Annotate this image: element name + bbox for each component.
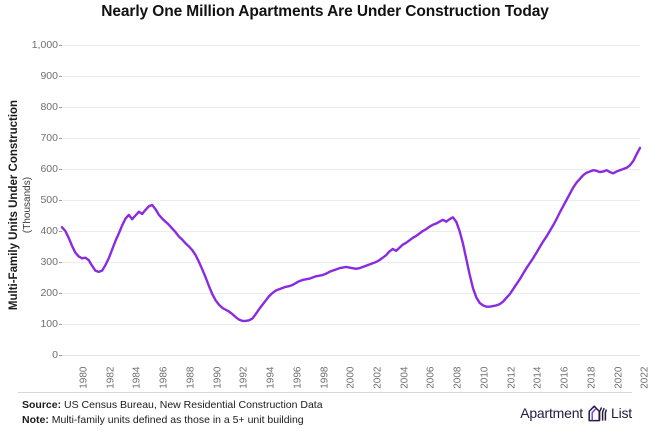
y-axis-tick-label: 800	[40, 101, 58, 113]
y-axis-tick-label: 600	[40, 163, 58, 175]
y-axis-tick-label: 300	[40, 256, 58, 268]
gridline	[62, 231, 640, 232]
x-axis-tick-label: 2010	[479, 366, 491, 389]
series-line-path	[60, 146, 642, 323]
gridline	[62, 200, 640, 201]
y-axis-tick-mark	[59, 138, 64, 139]
y-axis-tick-label: 500	[40, 194, 58, 206]
gridline	[62, 76, 640, 77]
chart-title: Nearly One Million Apartments Are Under …	[101, 3, 549, 20]
gridline	[62, 324, 640, 325]
y-axis-tick-mark	[59, 200, 64, 201]
gridline	[62, 169, 640, 170]
x-axis-tick-label: 2022	[639, 366, 650, 389]
plot-area	[60, 45, 642, 356]
plot-container: Multi-Family Units Under Construction (T…	[0, 30, 650, 389]
y-axis-tick-mark	[59, 355, 64, 356]
note-line: Note: Multi-family units defined as thos…	[22, 413, 462, 428]
footer-notes: Source: US Census Bureau, New Residentia…	[22, 398, 462, 428]
y-axis-tick-mark	[59, 262, 64, 263]
gridline	[62, 355, 640, 356]
apartment-list-house-icon	[588, 405, 607, 422]
gridline	[62, 107, 640, 108]
y-axis-tick-label: 0	[52, 349, 58, 361]
footer-divider	[18, 392, 632, 393]
apartment-list-logo: Apartment List	[520, 404, 632, 422]
x-axis-tick-label: 2012	[506, 366, 518, 389]
y-axis-tick-label: 200	[40, 287, 58, 299]
y-axis-tick-label: 100	[40, 318, 58, 330]
y-axis-tick-mark	[59, 169, 64, 170]
y-axis-tick-label: 900	[40, 70, 58, 82]
source-label: Source:	[22, 399, 62, 411]
source-line: Source: US Census Bureau, New Residentia…	[22, 398, 462, 413]
y-axis-tick-label: 1,000	[31, 39, 58, 51]
gridline	[62, 262, 640, 263]
source-text: US Census Bureau, New Residential Constr…	[64, 399, 323, 411]
y-axis-tick-label: 400	[40, 225, 58, 237]
y-axis-tick-mark	[59, 324, 64, 325]
y-axis-tick-mark	[59, 107, 64, 108]
y-axis-tick-mark	[59, 231, 64, 232]
logo-word-apartment: Apartment	[520, 405, 583, 421]
note-label: Note:	[22, 414, 49, 426]
gridline	[62, 138, 640, 139]
logo-word-list: List	[611, 405, 632, 421]
note-text: Multi-family units defined as those in a…	[51, 414, 304, 426]
y-axis-tick-label: 700	[40, 132, 58, 144]
y-axis-tick-mark	[59, 76, 64, 77]
y-axis-tick-mark	[59, 45, 64, 46]
y-axis-tick-labels: 0 100 200 300 400 500 600 700 800 900 1,000	[10, 30, 64, 370]
gridline	[62, 45, 640, 46]
gridline	[62, 293, 640, 294]
y-axis-tick-mark	[59, 293, 64, 294]
line-series	[60, 146, 642, 323]
